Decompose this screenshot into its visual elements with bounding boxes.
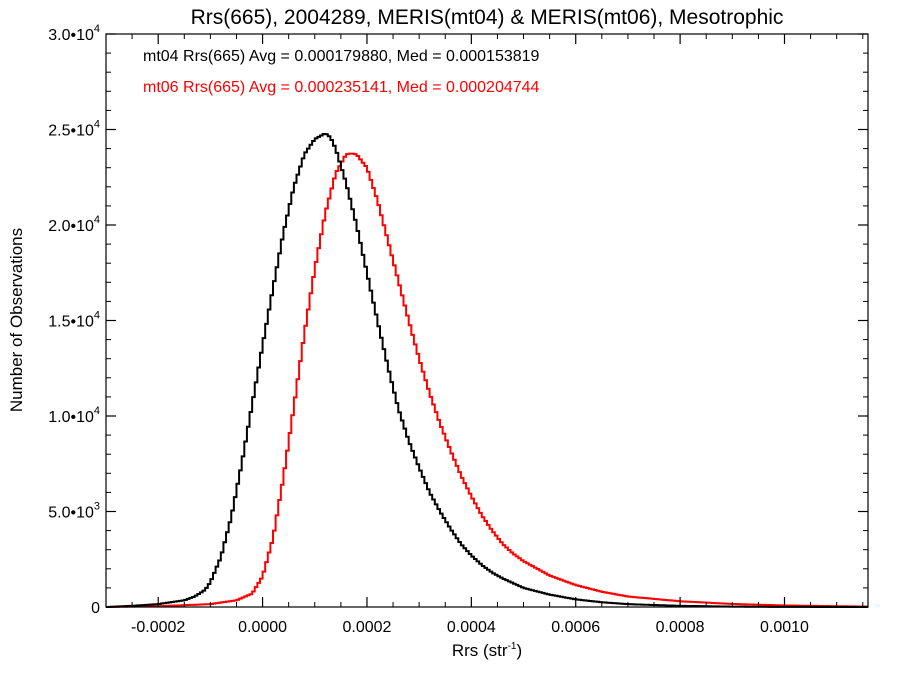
series-line-mt04 — [106, 133, 868, 608]
y-tick-exponent: 4 — [94, 119, 100, 131]
y-tick-mantissa: 1.0•10 — [48, 409, 94, 426]
x-tick-label: 0.0006 — [551, 619, 600, 636]
y-tick-label: 3.0•104 — [48, 23, 100, 44]
x-tick-label: 0.0008 — [656, 619, 705, 636]
y-tick-label: 0 — [91, 600, 100, 617]
plot-area — [105, 33, 869, 608]
y-tick-mantissa: 5.0•10 — [48, 505, 94, 522]
y-tick-label: 2.5•104 — [48, 119, 100, 140]
x-axis-label-main: Rrs (str — [452, 641, 508, 660]
y-tick-label: 1.0•104 — [48, 405, 100, 426]
x-axis-label: Rrs (str-1) — [452, 641, 522, 660]
x-axis-label-close: ) — [516, 641, 522, 660]
y-tick-exponent: 4 — [94, 405, 100, 417]
y-tick-mantissa: 2.5•10 — [48, 123, 94, 140]
y-axis-ticks: 05.0•1031.0•1041.5•1042.0•1042.5•1043.0•… — [48, 23, 868, 617]
y-axis-label: Number of Observations — [7, 228, 26, 412]
y-tick-label: 2.0•104 — [48, 214, 100, 235]
x-tick-label: 0.0000 — [238, 619, 287, 636]
y-tick-label: 1.5•104 — [48, 310, 100, 331]
y-tick-mantissa: 1.5•10 — [48, 314, 94, 331]
series-line-mt06 — [106, 152, 868, 608]
legend-mt06: mt06 Rrs(665) Avg = 0.000235141, Med = 0… — [143, 79, 540, 96]
y-tick-mantissa: 3.0•10 — [48, 27, 94, 44]
y-tick-exponent: 4 — [94, 310, 100, 322]
y-tick-exponent: 4 — [94, 214, 100, 226]
x-tick-label: -0.0002 — [131, 619, 185, 636]
x-axis-label-superscript: -1 — [508, 641, 517, 652]
y-tick-label: 5.0•103 — [48, 501, 100, 522]
x-tick-label: 0.0002 — [342, 619, 391, 636]
x-tick-label: 0.0004 — [447, 619, 496, 636]
y-tick-exponent: 4 — [94, 23, 100, 35]
legend-mt04: mt04 Rrs(665) Avg = 0.000179880, Med = 0… — [143, 48, 540, 65]
x-tick-label: 0.0010 — [760, 619, 809, 636]
chart-title: Rrs(665), 2004289, MERIS(mt04) & MERIS(m… — [191, 6, 784, 29]
y-tick-mantissa: 2.0•10 — [48, 218, 94, 235]
y-tick-exponent: 3 — [94, 501, 100, 513]
x-axis-ticks: -0.0002 0.0000 0.0002 0.0004 0.0006 0.0008 0.0… — [131, 34, 864, 636]
y-tick-mantissa: 0 — [91, 600, 100, 617]
